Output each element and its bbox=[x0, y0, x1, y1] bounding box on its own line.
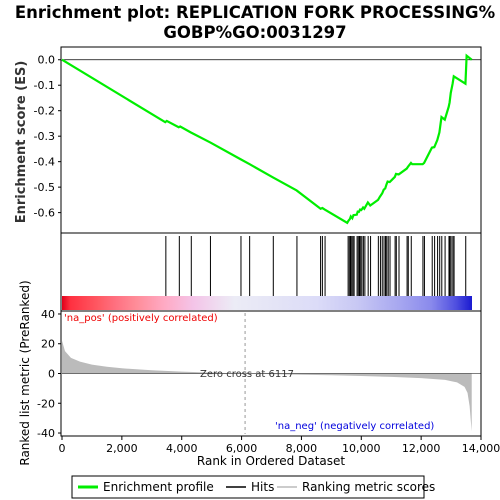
metric-y-axis: 40 20 0 -20 -40 bbox=[37, 308, 61, 440]
enrichment-profile-line bbox=[61, 53, 473, 225]
es-y-tick-label: -0.2 bbox=[34, 105, 55, 118]
legend-metric-label: Ranking metric scores bbox=[302, 480, 435, 494]
metric-y-axis-label: Ranked list metric (PreRanked) bbox=[18, 280, 32, 465]
es-panel-frame bbox=[60, 46, 482, 234]
x-tick-label: 4,000 bbox=[166, 442, 198, 455]
metric-y-tick-label: -20 bbox=[37, 397, 55, 410]
x-tick-label: 14,000 bbox=[462, 442, 500, 455]
x-tick-label: 0 bbox=[59, 442, 66, 455]
chart-title-line2: GOBP%GO:0031297 bbox=[163, 23, 346, 42]
metric-y-tick-label: 40 bbox=[41, 308, 55, 321]
chart-title-line1: Enrichment plot: REPLICATION FORK PROCES… bbox=[15, 3, 496, 22]
es-y-tick-label: -0.3 bbox=[34, 130, 55, 143]
negative-correlation-label: 'na_neg' (negatively correlated) bbox=[275, 421, 434, 432]
x-axis: 0 2,000 4,000 6,000 8,000 10,000 12,000 14,000 bbox=[59, 436, 500, 455]
x-tick-label: 10,000 bbox=[342, 442, 381, 455]
positive-correlation-label: 'na_pos' (positively correlated) bbox=[64, 313, 218, 324]
x-tick-label: 6,000 bbox=[226, 442, 258, 455]
legend-hits-label: Hits bbox=[251, 480, 274, 494]
metric-y-tick-label: 20 bbox=[41, 338, 55, 351]
legend-box bbox=[71, 475, 425, 499]
es-y-tick-label: 0.0 bbox=[38, 54, 56, 67]
x-tick-label: 12,000 bbox=[402, 442, 441, 455]
metric-y-tick-label: -40 bbox=[37, 427, 55, 440]
metric-y-tick-label: 0 bbox=[48, 368, 55, 381]
x-axis-label: Rank in Ordered Dataset bbox=[197, 454, 345, 468]
x-tick-label: 8,000 bbox=[286, 442, 318, 455]
ranking-metric-area bbox=[62, 340, 472, 432]
es-y-tick-label: -0.6 bbox=[34, 207, 55, 220]
hit-markers bbox=[165, 236, 467, 296]
rank-heatmap-strip bbox=[62, 296, 472, 310]
es-y-tick-label: -0.1 bbox=[34, 79, 55, 92]
legend-enrichment-label: Enrichment profile bbox=[103, 480, 214, 494]
es-y-axis: 0.0 -0.1 -0.2 -0.3 -0.4 -0.5 -0.6 bbox=[34, 54, 61, 220]
es-y-tick-label: -0.4 bbox=[34, 156, 55, 169]
es-y-tick-label: -0.5 bbox=[34, 181, 55, 194]
zero-cross-label: Zero cross at 6117 bbox=[200, 369, 294, 380]
x-tick-label: 2,000 bbox=[106, 442, 138, 455]
es-y-axis-label: Enrichment score (ES) bbox=[14, 61, 29, 224]
